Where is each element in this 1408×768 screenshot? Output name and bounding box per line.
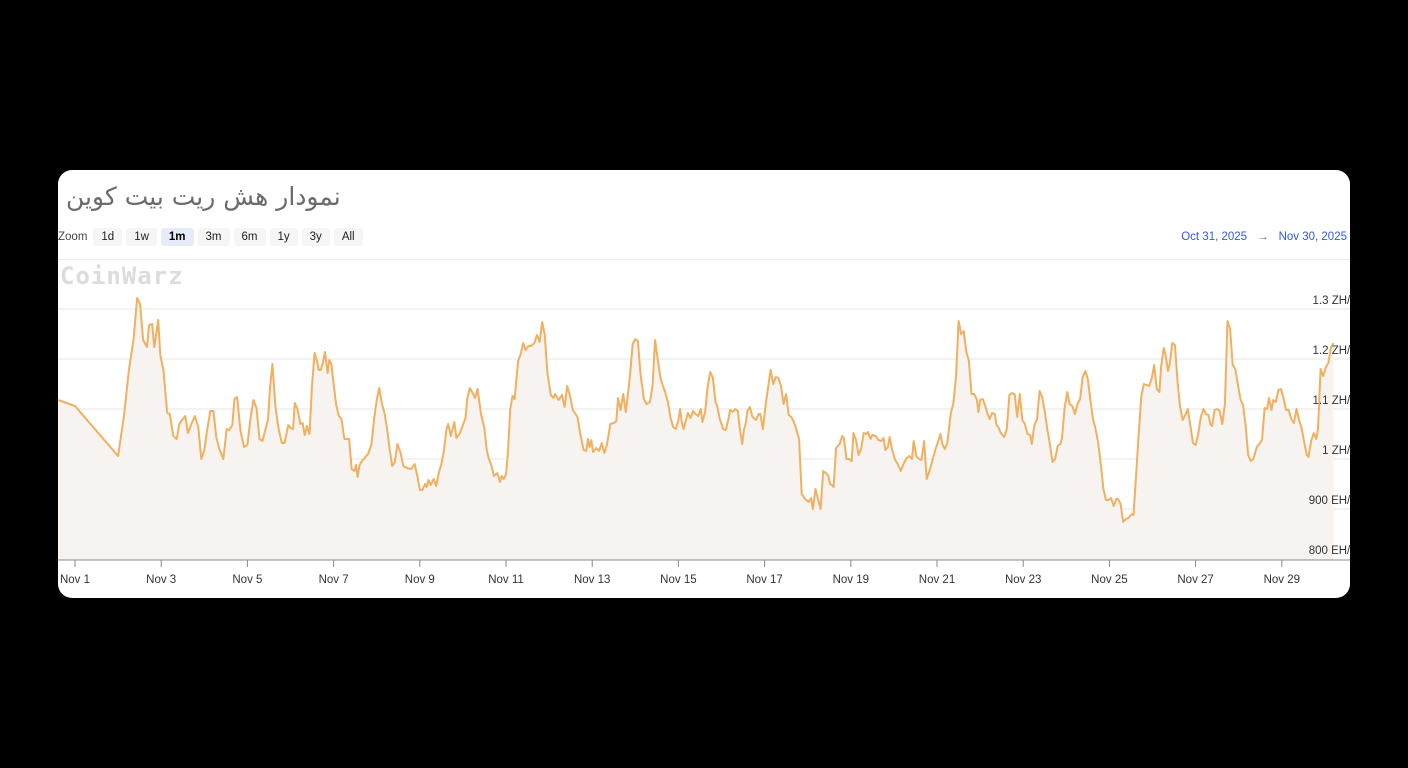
y-tick-label: 1.1 ZH/s <box>1312 395 1350 407</box>
zoom-3m-button[interactable]: 3m <box>197 228 230 246</box>
x-tick-label: Nov 25 <box>1091 574 1128 586</box>
x-tick-label: Nov 19 <box>832 574 870 586</box>
y-tick-label: 1 ZH/s <box>1322 445 1350 457</box>
x-tick-label: Nov 29 <box>1263 574 1301 586</box>
zoom-all-button[interactable]: All <box>333 228 363 246</box>
x-tick-label: Nov 17 <box>746 574 783 586</box>
x-tick-label: Nov 21 <box>918 574 956 586</box>
x-tick-label: Nov 3 <box>146 574 177 586</box>
zoom-1y-button[interactable]: 1y <box>269 228 298 246</box>
x-tick-label: Nov 5 <box>232 574 263 586</box>
range-to-input[interactable]: Nov 30, 2025 <box>1278 231 1347 243</box>
chart-title: نمودار هش ریت بیت کوین <box>66 182 341 211</box>
date-range: Oct 31, 2025 → Nov 30, 2025 <box>1181 231 1347 243</box>
hashrate-line <box>58 297 1335 523</box>
arrow-right-icon: → <box>1257 231 1269 243</box>
zoom-1m-button[interactable]: 1m <box>160 228 194 246</box>
x-tick-label: Nov 7 <box>318 574 349 586</box>
range-from-input[interactable]: Oct 31, 2025 <box>1181 231 1248 243</box>
zoom-1d-button[interactable]: 1d <box>93 228 123 246</box>
zoom-toolbar: Zoom 1d 1w 1m 3m 6m 1y 3y All <box>58 228 363 246</box>
zoom-1w-button[interactable]: 1w <box>126 228 157 246</box>
x-tick-label: Nov 27 <box>1177 574 1214 586</box>
y-tick-label: 900 EH/s <box>1308 495 1350 507</box>
y-tick-label: 1.2 ZH/s <box>1312 345 1350 357</box>
x-tick-label: Nov 13 <box>573 574 611 586</box>
zoom-6m-button[interactable]: 6m <box>233 228 266 246</box>
divider <box>58 259 1350 260</box>
x-tick-label: Nov 9 <box>404 574 435 586</box>
chart-card: نمودار هش ریت بیت کوین Zoom 1d 1w 1m 3m … <box>58 170 1350 598</box>
coinwarz-watermark: CoinWarz <box>60 262 184 290</box>
y-tick-label: 800 EH/s <box>1308 545 1350 557</box>
hashrate-area <box>58 298 1334 560</box>
zoom-3y-button[interactable]: 3y <box>301 228 330 246</box>
y-tick-label: 1.3 ZH/s <box>1312 295 1350 307</box>
x-tick-label: Nov 23 <box>1004 574 1042 586</box>
zoom-label: Zoom <box>58 231 88 243</box>
x-tick-label: Nov 15 <box>660 574 697 586</box>
x-tick-label: Nov 11 <box>488 574 524 586</box>
x-ticks <box>74 560 1283 567</box>
x-tick-label: Nov 1 <box>59 574 91 586</box>
hashrate-plot <box>58 297 1350 567</box>
